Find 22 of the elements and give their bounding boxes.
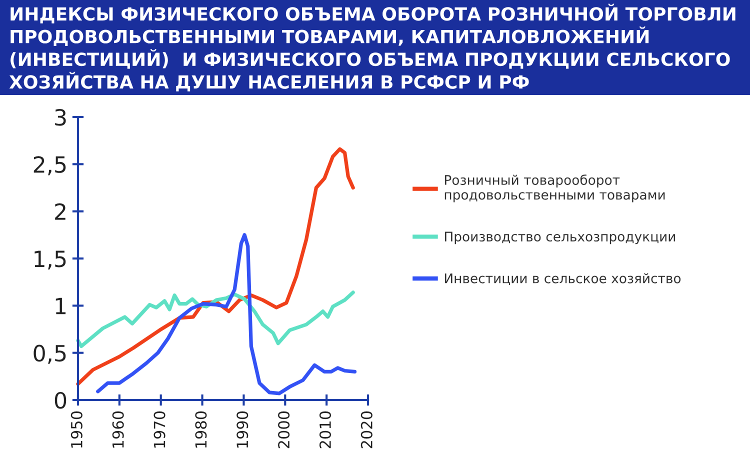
x-tick-label: 2000 bbox=[278, 411, 290, 448]
y-tick-label: 1 bbox=[56, 298, 66, 314]
y-tick-label: 3 bbox=[55, 108, 66, 126]
line-series bbox=[76, 290, 355, 348]
y-tick-label: 0 bbox=[54, 392, 66, 409]
x-tick-label: 2010 bbox=[319, 411, 332, 448]
x-tick-label: 1990 bbox=[236, 411, 248, 448]
line-series bbox=[76, 147, 355, 386]
chart-title: ИНДЕКСЫ ФИЗИЧЕСКОГО ОБЪЕМА ОБОРОТА РОЗНИЧНОЙ ТОРГОВЛИ ПРОДОВОЛЬСТВЕННЫМИ ТОВАРАМИ, КАПИТАЛОВЛОЖЕНИЙ (ИНВЕСТИЦИЙ) И ФИЗИЧЕСКОГО ОБЪЕМА ПРОДУКЦИИ СЕЛЬСКОГО ХОЗЯЙСТВА НА ДУШУ НАСЕЛЕНИЯ В РСФСР И РФ bbox=[9, 4, 736, 92]
x-tick-label: 2020 bbox=[360, 411, 372, 448]
y-tick-label: 1,5 bbox=[34, 250, 66, 270]
legend-label: Розничный товарооборот продовольственными товарами bbox=[444, 174, 665, 202]
y-tick-label: 0,5 bbox=[34, 344, 66, 364]
legend-label: Производство сельхозпродукции bbox=[444, 232, 676, 244]
x-tick-label: 1980 bbox=[195, 411, 207, 448]
x-tick-label: 1950 bbox=[70, 411, 82, 448]
line-series bbox=[96, 233, 357, 396]
legend-label: Инвестиции в сельское хозяйство bbox=[444, 273, 681, 285]
x-tick-label: 1970 bbox=[154, 411, 166, 448]
y-tick-label: 2 bbox=[55, 203, 66, 220]
x-tick-label: 1960 bbox=[112, 411, 124, 448]
y-tick-label: 2,5 bbox=[34, 156, 66, 176]
